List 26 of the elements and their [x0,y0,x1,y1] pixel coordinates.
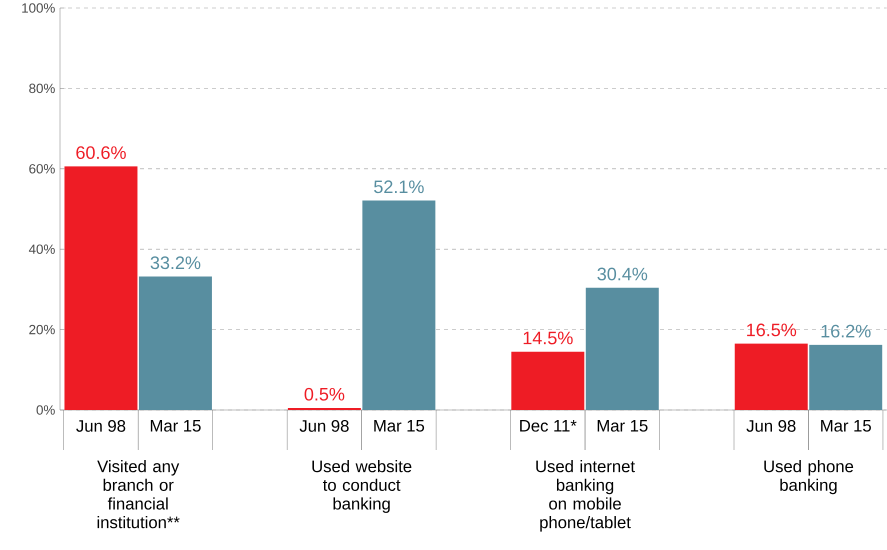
data-label: 30.4% [597,268,648,280]
data-label: 16.5% [747,324,796,336]
text: Used internet banking on mobile phone/tablet [536,460,635,532]
data-label: 52.1% [374,180,424,194]
data-label: 0.5% [304,388,344,401]
y-tick-label: 0% [36,405,55,415]
data-label: 60.6% [76,146,126,159]
data-label: 33.2% [150,256,200,270]
text: Used phone banking [764,460,854,494]
text: Used website to conduct banking [312,460,412,513]
x-tick-label: Mar 15 [821,420,871,432]
data-label: 14.5% [524,332,573,344]
x-tick-label: Jun 98 [300,420,349,432]
x-tick-label: Mar 15 [598,420,648,432]
data-label: 16.2% [822,324,871,338]
x-tick-label: Dec 11* [520,420,577,432]
y-tick-label: 100% [22,3,55,13]
text: Visited any branch or financial institution** [97,460,180,528]
x-tick-label: Jun 98 [746,420,796,432]
x-tick-label: Mar 15 [150,420,201,432]
y-tick-label: 40% [28,244,55,254]
y-tick-label: 60% [29,164,55,174]
y-tick-label: 20% [29,324,55,334]
x-tick-label: Jun 98 [76,420,126,432]
x-tick-label: Mar 15 [374,420,424,432]
y-tick-label: 80% [29,84,55,94]
